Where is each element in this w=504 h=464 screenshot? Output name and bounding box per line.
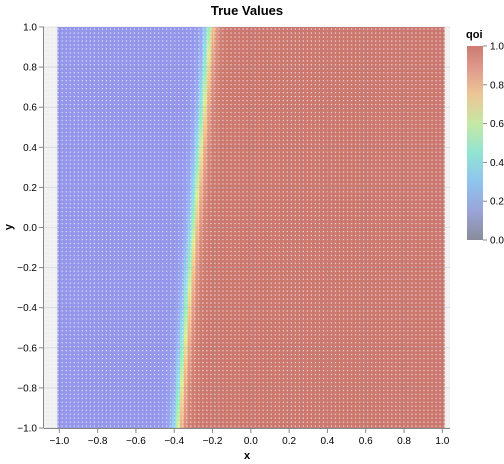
plot-area bbox=[44, 26, 450, 429]
chart-title: True Values bbox=[211, 3, 283, 18]
